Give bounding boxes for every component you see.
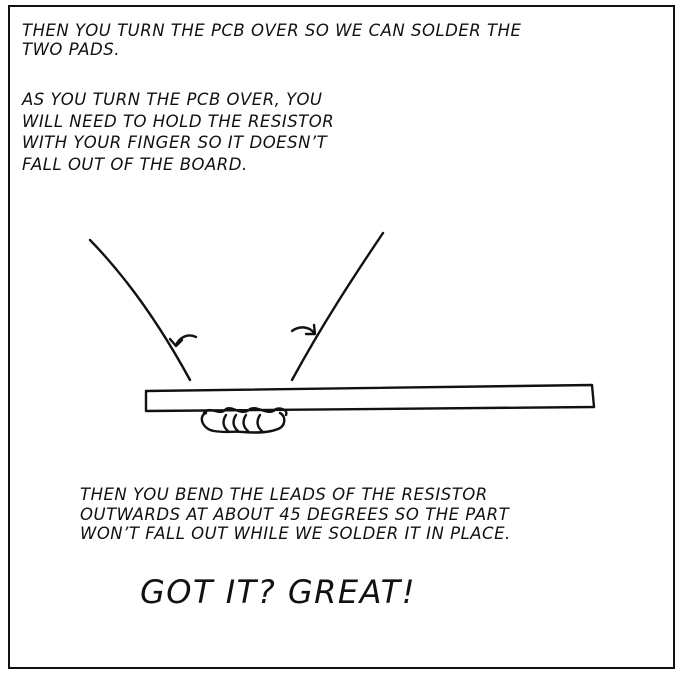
- caption-line: outwards at about 45 degrees so the part: [80, 504, 510, 524]
- caption-line: Then you bend the leads of the resistor: [80, 485, 488, 504]
- left-lead: [88, 238, 192, 382]
- resistor-band-1: [222, 413, 230, 433]
- right-arrow-head: [304, 323, 317, 336]
- caption-bend-leads: Then you bend the leads of the resistor …: [80, 485, 511, 544]
- caption-turn-pcb: Then you turn the PCB over so we can sol…: [22, 21, 521, 59]
- resistor-band-4: [256, 413, 264, 433]
- pcb-board: [144, 383, 596, 413]
- pcb-illustration: [88, 231, 596, 434]
- caption-line: two pads.: [22, 40, 120, 59]
- caption-line: Then you turn the PCB over so we can sol…: [22, 21, 522, 40]
- resistor-top-edge: [202, 406, 288, 417]
- resistor-band-3: [242, 413, 250, 433]
- caption-line: won’t fall out while we solder it in pla…: [80, 524, 511, 543]
- caption-line: fall out of the board.: [22, 154, 248, 174]
- caption-line: As you turn the PCB over, you: [22, 90, 323, 109]
- caption-line: with your finger so it doesn’t: [22, 133, 328, 152]
- caption-hold-resistor: As you turn the PCB over, you will need …: [22, 89, 334, 175]
- resistor-body: [200, 411, 286, 434]
- right-arrow-shaft: [290, 326, 316, 335]
- right-lead: [290, 231, 385, 382]
- left-arrow-head: [168, 337, 184, 348]
- comic-panel: Then you turn the PCB over so we can sol…: [8, 5, 675, 669]
- caption-line: will need to hold the resistor: [22, 111, 335, 131]
- resistor-band-2: [232, 413, 240, 433]
- left-arrow-shaft: [174, 334, 198, 347]
- got-it-exclamation: Got it? Great!: [140, 573, 417, 611]
